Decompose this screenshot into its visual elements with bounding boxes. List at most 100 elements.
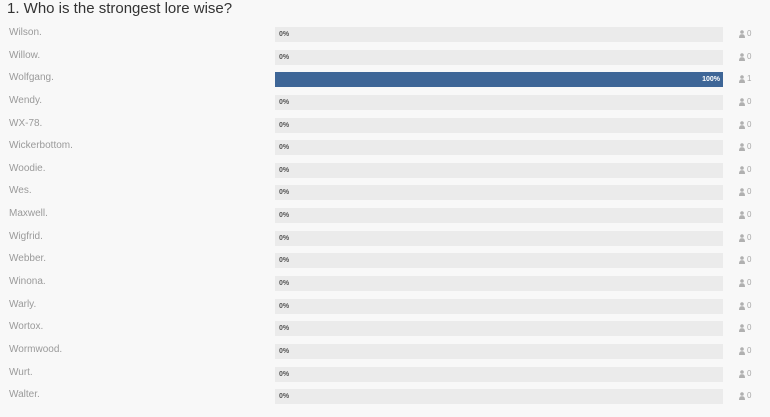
poll-result-bar[interactable]: 0% [275,140,723,156]
vote-count: 0 [739,323,751,333]
poll-result-percent: 0% [279,166,290,174]
vote-count-value: 0 [747,391,752,401]
vote-count-value: 0 [747,210,752,220]
poll-result-percent: 0% [279,189,290,197]
poll-result-percent: 0% [279,370,290,378]
user-icon [739,233,745,242]
poll-option-label: Maxwell. [9,208,48,220]
poll-result-bar[interactable]: 0% [275,253,723,269]
poll-result-percent: 0% [279,280,290,288]
poll-result-bar[interactable]: 0% [275,94,723,110]
poll-result-bar[interactable]: 0% [275,276,723,292]
vote-count-value: 1 [747,74,752,84]
user-icon [739,369,745,378]
vote-count-value: 0 [747,345,752,355]
user-icon [739,75,745,84]
vote-count: 0 [739,97,751,107]
user-icon [739,120,745,129]
vote-count-value: 0 [747,96,752,106]
poll-result-bar[interactable]: 0% [275,117,723,133]
poll-option-row: Wigfrid. 0% 0 [0,228,770,251]
poll-option-row: Wurt. 0% 0 [0,364,770,387]
poll-option-row: Walter. 0% 0 [0,386,770,409]
user-icon [739,301,745,310]
vote-count-value: 0 [747,164,752,174]
poll-option-row: Maxwell. 0% 0 [0,205,770,228]
vote-count: 0 [739,142,751,152]
vote-count-value: 0 [747,119,752,129]
poll-option-row: Wortox. 0% 0 [0,318,770,341]
poll-option-row: Wendy. 0% 0 [0,92,770,115]
poll-option-row: Wormwood. 0% 0 [0,341,770,364]
vote-count: 0 [739,255,751,265]
poll-result-percent: 0% [279,325,290,333]
poll-result-percent: 0% [279,257,290,265]
vote-count-value: 0 [747,142,752,152]
poll-result-percent: 0% [279,144,290,152]
poll-result-bar[interactable]: 0% [275,366,723,382]
poll-option-label: WX-78. [9,117,43,129]
poll-result-percent: 0% [279,98,290,106]
poll-result-percent: 0% [279,31,290,38]
poll-option-row: Wolfgang. 100% 1 [0,69,770,92]
poll-result-bar-fill [275,72,723,88]
poll-option-label: Wes. [9,185,32,197]
poll-result-percent: 0% [279,121,290,129]
user-icon [739,188,745,197]
poll-option-row: Woodie. 0% 0 [0,160,770,183]
poll-option-row: Willow. 0% 0 [0,47,770,70]
poll-result-bar[interactable]: 0% [275,185,723,201]
poll-result-percent: 0% [279,234,290,242]
poll-option-row: Webber. 0% 0 [0,250,770,273]
poll-result-bar[interactable]: 0% [275,230,723,246]
poll-question: 1. Who is the strongest lore wise? [7,0,233,17]
poll-option-label: Woodie. [9,162,46,174]
poll-option-label: Wolfgang. [9,72,54,84]
vote-count-value: 0 [747,300,752,310]
poll-option-label: Warly. [9,298,37,310]
poll-option-label: Wurt. [9,366,33,378]
poll-result-bar[interactable]: 0% [275,27,723,42]
user-icon [739,347,745,355]
poll-option-label: Wormwood. [9,343,63,355]
poll-result-percent: 0% [279,212,290,220]
user-icon [739,324,745,333]
user-icon [739,279,745,288]
poll-result-percent: 0% [279,302,290,310]
poll-result-bar[interactable]: 0% [275,298,723,314]
vote-count: 0 [739,301,751,311]
poll-result-percent: 100% [702,76,720,84]
poll-option-row: Warly. 0% 0 [0,296,770,319]
user-icon [739,30,745,38]
vote-count: 0 [739,369,751,379]
vote-count: 1 [739,74,751,84]
user-icon [739,166,745,174]
user-icon [739,98,745,106]
vote-count: 0 [739,120,751,130]
user-icon [739,143,745,152]
poll-result-bar[interactable]: 0% [275,162,723,178]
vote-count-value: 0 [747,255,752,265]
poll-result-bar[interactable]: 0% [275,208,723,224]
user-icon [739,211,745,220]
poll-result-bar[interactable]: 100% [275,72,723,88]
poll-option-row: WX-78. 0% 0 [0,115,770,138]
poll-option-row: Wickerbottom. 0% 0 [0,137,770,160]
poll-result-bar[interactable]: 0% [275,49,723,65]
poll-result-bar[interactable]: 0% [275,389,723,405]
poll-result-bar[interactable]: 0% [275,321,723,337]
vote-count-value: 0 [747,323,752,333]
vote-count: 0 [739,187,751,197]
poll-result-percent: 0% [279,393,290,401]
user-icon [739,52,745,61]
poll-result-bar[interactable]: 0% [275,343,723,359]
vote-count-value: 0 [747,29,752,38]
poll-option-label: Wortox. [9,321,44,333]
poll-option-label: Walter. [9,389,40,401]
vote-count-value: 0 [747,368,752,378]
poll-option-row: Wilson. 0% 0 [0,24,770,47]
vote-count: 0 [739,346,751,356]
poll-option-label: Webber. [9,253,47,265]
vote-count: 0 [739,210,751,220]
